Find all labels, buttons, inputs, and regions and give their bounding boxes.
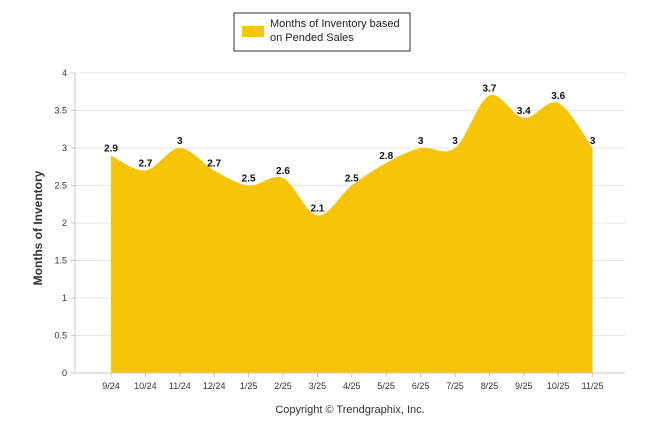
y-tick-label: 1.5 [54,256,67,266]
y-tick-label: 1 [62,293,67,303]
data-label: 2.6 [276,166,290,177]
copyright-credit: Copyright © Trendgraphix, Inc. [275,404,424,416]
x-tick-label: 9/24 [102,381,120,391]
x-tick-label: 11/25 [582,381,604,391]
x-tick-label: 5/25 [377,381,395,391]
data-label: 2.5 [242,174,256,185]
data-label: 3 [418,136,424,147]
x-tick-label: 8/25 [481,381,499,391]
data-label: 2.8 [379,151,393,162]
x-tick-label: 3/25 [309,381,327,391]
y-tick-label: 2 [62,218,67,228]
data-label: 3 [452,136,458,147]
y-axis-title: Months of Inventory [31,170,45,285]
legend-label-line-1: Months of Inventory based [270,18,400,30]
legend-swatch [242,26,264,37]
data-label: 3.7 [482,84,496,95]
legend-label-line-2: on Pended Sales [270,32,354,44]
x-tick-label: 11/24 [169,381,191,391]
x-tick-label: 2/25 [274,381,292,391]
x-tick-label: 10/25 [547,381,570,391]
x-tick-label: 4/25 [343,381,361,391]
x-tick-label: 7/25 [446,381,464,391]
y-tick-label: 0 [62,368,67,378]
data-label: 2.7 [207,159,221,170]
legend[interactable]: Months of Inventory based on Pended Sale… [233,12,411,52]
data-label: 2.1 [310,204,324,215]
series-area [111,94,593,373]
data-label: 2.5 [345,174,359,185]
data-label: 3 [177,136,183,147]
y-tick-labels: 0 0.5 1 1.5 2 2.5 3 3.5 4 [54,68,67,378]
x-tick-label: 9/25 [515,381,533,391]
data-label: 3.4 [517,106,531,117]
data-label: 3.6 [551,91,565,102]
data-label: 2.9 [104,144,118,155]
axes [71,72,625,377]
y-tick-label: 3.5 [54,106,67,116]
y-tick-label: 2.5 [54,181,67,191]
x-tick-label: 12/24 [203,381,226,391]
data-label: 2.7 [138,159,152,170]
x-tick-labels: 9/24 10/24 11/24 12/24 1/25 2/25 3/25 4/25 5/25 6… [102,381,603,391]
y-tick-label: 4 [62,68,67,78]
x-tick-label: 1/25 [240,381,258,391]
x-tick-label: 6/25 [412,381,430,391]
data-labels: 2.9 2.7 3 2.7 2.5 2.6 2.1 2.5 2.8 3 3 3.7 3.4 3.6 3 [104,84,596,216]
x-tick-label: 10/24 [134,381,157,391]
data-label: 3 [590,136,596,147]
y-tick-label: 0.5 [54,331,67,341]
y-tick-label: 3 [62,143,67,153]
